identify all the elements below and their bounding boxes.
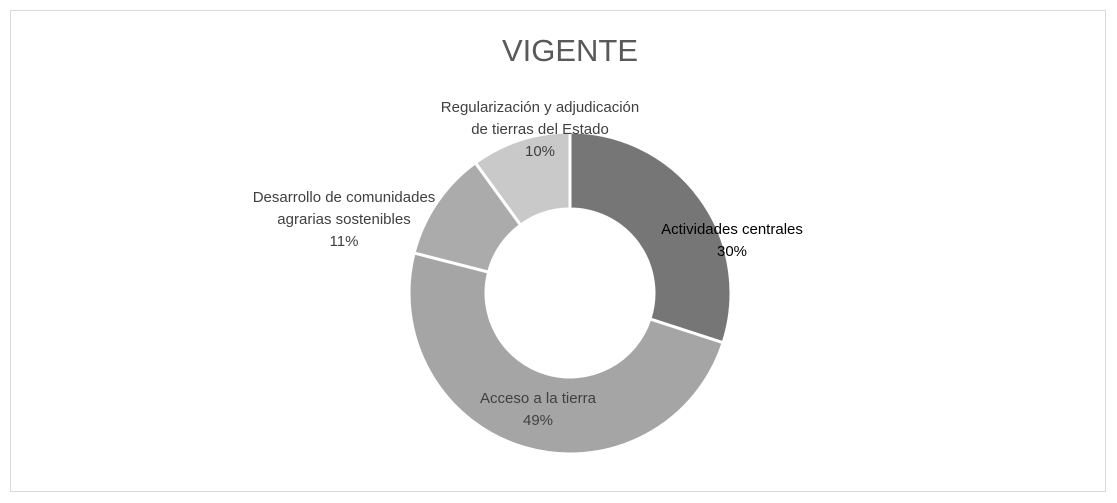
donut-slice bbox=[568, 130, 733, 345]
category-label: Desarrollo de comunidades agrarias soste… bbox=[252, 189, 436, 228]
chart-title: VIGENTE bbox=[502, 33, 638, 68]
data-label: Actividades centrales 30% bbox=[632, 219, 832, 263]
value-label: 11% bbox=[329, 233, 359, 250]
category-label: Actividades centrales bbox=[661, 221, 803, 238]
value-label: 49% bbox=[522, 412, 554, 429]
data-label: Acceso a la tierra 49% bbox=[438, 388, 638, 432]
value-label: 10% bbox=[524, 143, 556, 160]
donut-slice bbox=[473, 130, 572, 228]
donut-slice bbox=[407, 251, 726, 456]
category-label: Acceso a la tierra bbox=[480, 390, 596, 407]
category-label: Regularización y adjudicación de tierras… bbox=[440, 99, 640, 138]
chart-frame bbox=[10, 10, 1106, 492]
data-label: Regularización y adjudicación de tierras… bbox=[433, 97, 648, 163]
value-label: 30% bbox=[716, 243, 748, 260]
data-label: Desarrollo de comunidades agrarias soste… bbox=[239, 187, 449, 253]
